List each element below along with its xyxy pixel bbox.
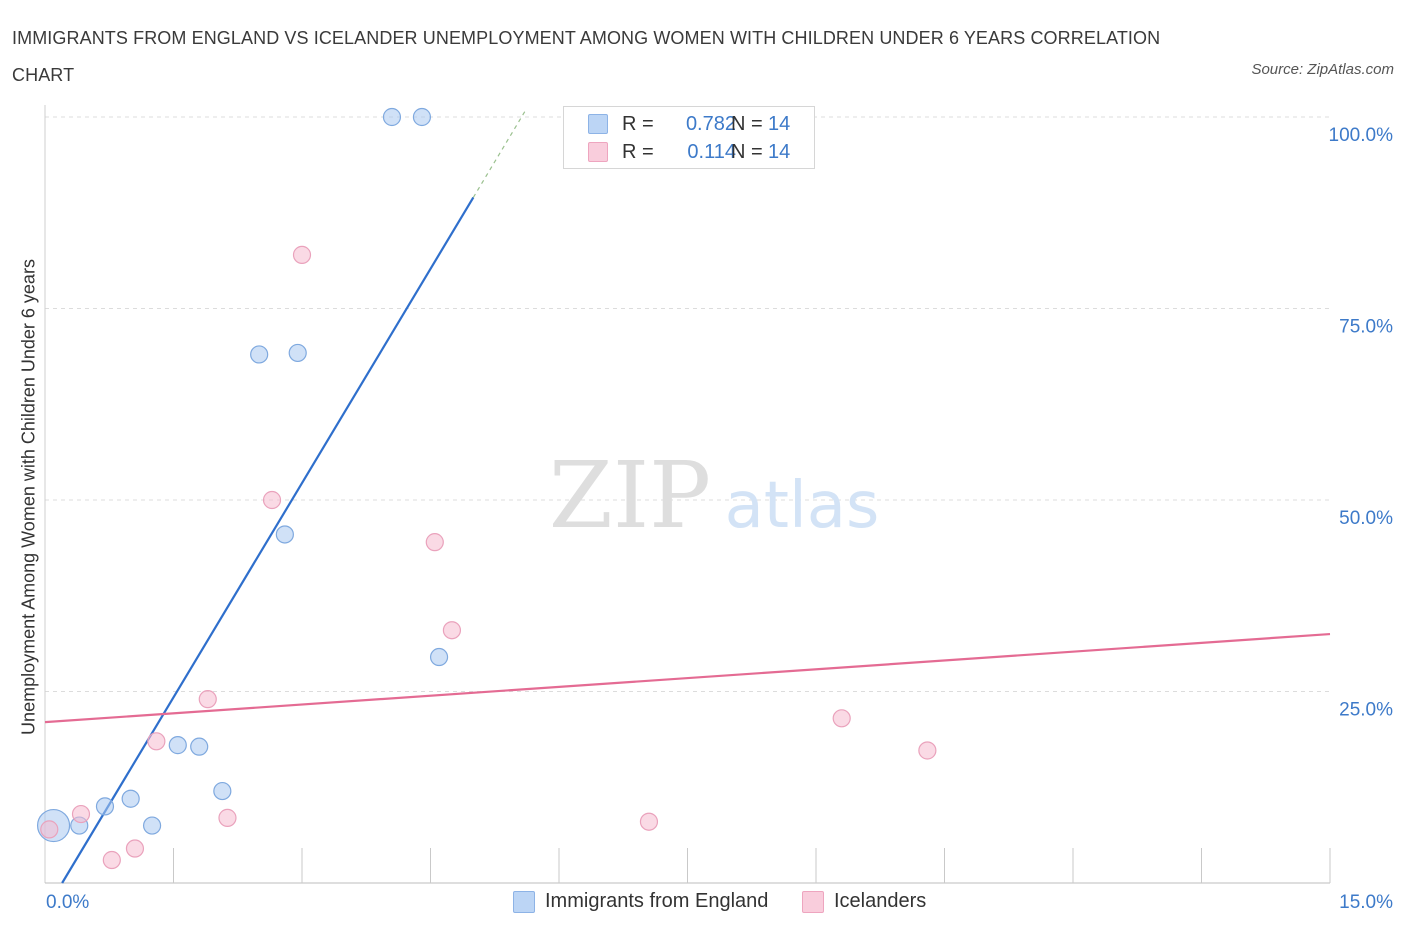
axes — [44, 105, 1331, 884]
bottom-legend-swatch-england — [513, 891, 535, 913]
data-point-icelanders — [262, 490, 282, 510]
watermark-zip: ZIP — [549, 442, 711, 549]
y-tick-label: 50.0% — [1339, 508, 1393, 529]
bottom-legend-label: Icelanders — [834, 890, 927, 912]
data-point-icelanders — [425, 533, 444, 552]
y-tick-label: 75.0% — [1339, 317, 1393, 338]
data-point-icelanders — [639, 812, 659, 831]
tick-labels: 25.0% 50.0% 75.0% 100.0% 0.0% 15.0% — [46, 125, 1393, 913]
legend-r-label: R = — [622, 141, 654, 163]
data-point-england — [275, 525, 294, 544]
data-point-england — [190, 737, 209, 756]
trend-line-england-extension — [472, 111, 526, 198]
data-point-england — [168, 736, 187, 755]
data-point-icelanders — [442, 621, 462, 640]
watermark-atlas: atlas — [725, 469, 880, 543]
data-point-england — [121, 789, 140, 808]
data-point-icelanders — [125, 839, 145, 858]
data-point-icelanders — [832, 709, 851, 728]
x-tick-label: 0.0% — [46, 892, 89, 913]
legend-r-label: R = — [622, 113, 654, 135]
data-point-england — [250, 345, 269, 364]
bottom-legend-swatch-icelanders — [802, 891, 824, 913]
legend-n-label: N = — [731, 113, 763, 135]
y-tick-label: 100.0% — [1329, 125, 1394, 146]
legend-n-value: 14 — [768, 113, 791, 135]
y-axis-label: Unemployment Among Women with Children U… — [18, 259, 39, 735]
stats-legend: R = 0.782 N = 14 R = 0.114 N = 14 — [563, 106, 815, 169]
trend-line-icelanders — [44, 632, 1331, 724]
data-point-england — [412, 107, 432, 127]
data-point-icelanders — [198, 690, 217, 709]
trend-line-england — [61, 196, 475, 884]
data-point-england — [142, 816, 162, 835]
data-point-icelanders — [918, 741, 937, 760]
legend-n-label: N = — [731, 141, 763, 163]
y-tick-label: 25.0% — [1339, 700, 1393, 721]
x-tick-label: 15.0% — [1339, 892, 1393, 913]
legend-r-value: 0.114 — [687, 141, 736, 163]
data-point-icelanders — [71, 804, 91, 824]
data-point-england — [382, 107, 402, 127]
data-point-icelanders — [147, 732, 166, 751]
trend-lines — [44, 111, 1331, 884]
data-point-icelanders — [218, 808, 237, 827]
grid-lines — [45, 116, 1330, 692]
data-point-england — [95, 797, 115, 816]
legend-n-value: 14 — [768, 141, 791, 163]
source-credit: Source: ZipAtlas.com — [1251, 61, 1394, 78]
legend-swatch-icelanders — [588, 142, 608, 162]
data-point-england — [429, 647, 449, 667]
bottom-legend-label: Immigrants from England — [545, 890, 769, 912]
data-point-england — [213, 781, 232, 801]
data-point-icelanders — [292, 245, 312, 264]
legend-r-value: 0.782 — [685, 113, 736, 135]
watermark: ZIP atlas — [549, 442, 879, 549]
legend-swatch-england — [588, 114, 608, 134]
data-points — [36, 107, 937, 870]
data-point-icelanders — [40, 820, 59, 839]
data-point-england — [288, 343, 307, 363]
data-point-icelanders — [102, 850, 121, 870]
chart-title: IMMIGRANTS FROM ENGLAND VS ICELANDER UNE… — [12, 28, 1161, 85]
